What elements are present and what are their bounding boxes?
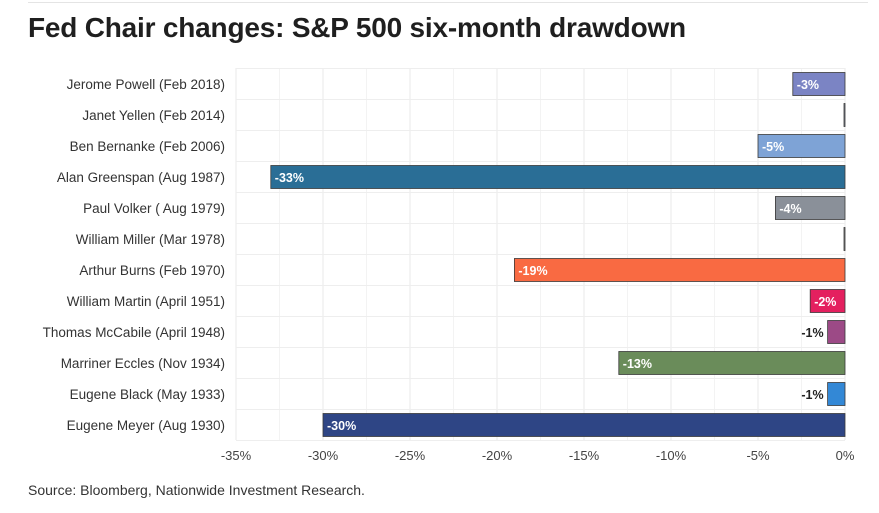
category-label: Alan Greenspan (Aug 1987): [57, 170, 225, 185]
bar: [618, 351, 846, 375]
data-label: -19%: [518, 264, 547, 278]
bar: [827, 382, 846, 406]
data-label: -13%: [623, 357, 652, 371]
bar: [514, 258, 846, 282]
data-label: -3%: [797, 78, 819, 92]
data-label: -1%: [801, 326, 823, 340]
source-note: Source: Bloomberg, Nationwide Investment…: [28, 482, 365, 498]
category-label: Arthur Burns (Feb 1970): [79, 263, 225, 278]
x-tick-label: -35%: [221, 448, 252, 463]
x-tick-label: -15%: [569, 448, 600, 463]
data-label: -30%: [327, 419, 356, 433]
category-label: William Miller (Mar 1978): [76, 232, 225, 247]
data-label: -4%: [779, 202, 801, 216]
bar: [270, 165, 846, 189]
x-tick-label: -5%: [746, 448, 770, 463]
x-tick-label: -10%: [656, 448, 687, 463]
x-tick-label: -25%: [395, 448, 426, 463]
category-label: Marriner Eccles (Nov 1934): [61, 356, 225, 371]
category-label: Eugene Meyer (Aug 1930): [67, 418, 225, 433]
x-tick-label: -30%: [308, 448, 339, 463]
category-label: Janet Yellen (Feb 2014): [82, 108, 225, 123]
top-divider: [28, 2, 868, 3]
bar: [757, 134, 846, 158]
category-label: Thomas McCabile (April 1948): [43, 325, 225, 340]
data-label: -5%: [762, 140, 784, 154]
bar: [843, 227, 846, 251]
bar: [792, 72, 846, 96]
data-label: -1%: [801, 388, 823, 402]
category-label: Jerome Powell (Feb 2018): [67, 77, 225, 92]
bar: [322, 413, 846, 437]
category-label: Ben Bernanke (Feb 2006): [70, 139, 225, 154]
bar: [809, 289, 846, 313]
data-label: -2%: [814, 295, 836, 309]
category-label: Eugene Black (May 1933): [70, 387, 225, 402]
category-label: Paul Volker ( Aug 1979): [83, 201, 225, 216]
bar: [827, 320, 846, 344]
data-label: -33%: [275, 171, 304, 185]
bar: [775, 196, 846, 220]
x-tick-label: 0%: [836, 448, 855, 463]
category-label: William Martin (April 1951): [67, 294, 225, 309]
chart-title: Fed Chair changes: S&P 500 six-month dra…: [28, 12, 686, 43]
x-tick-label: -20%: [482, 448, 513, 463]
bar: [843, 103, 846, 127]
